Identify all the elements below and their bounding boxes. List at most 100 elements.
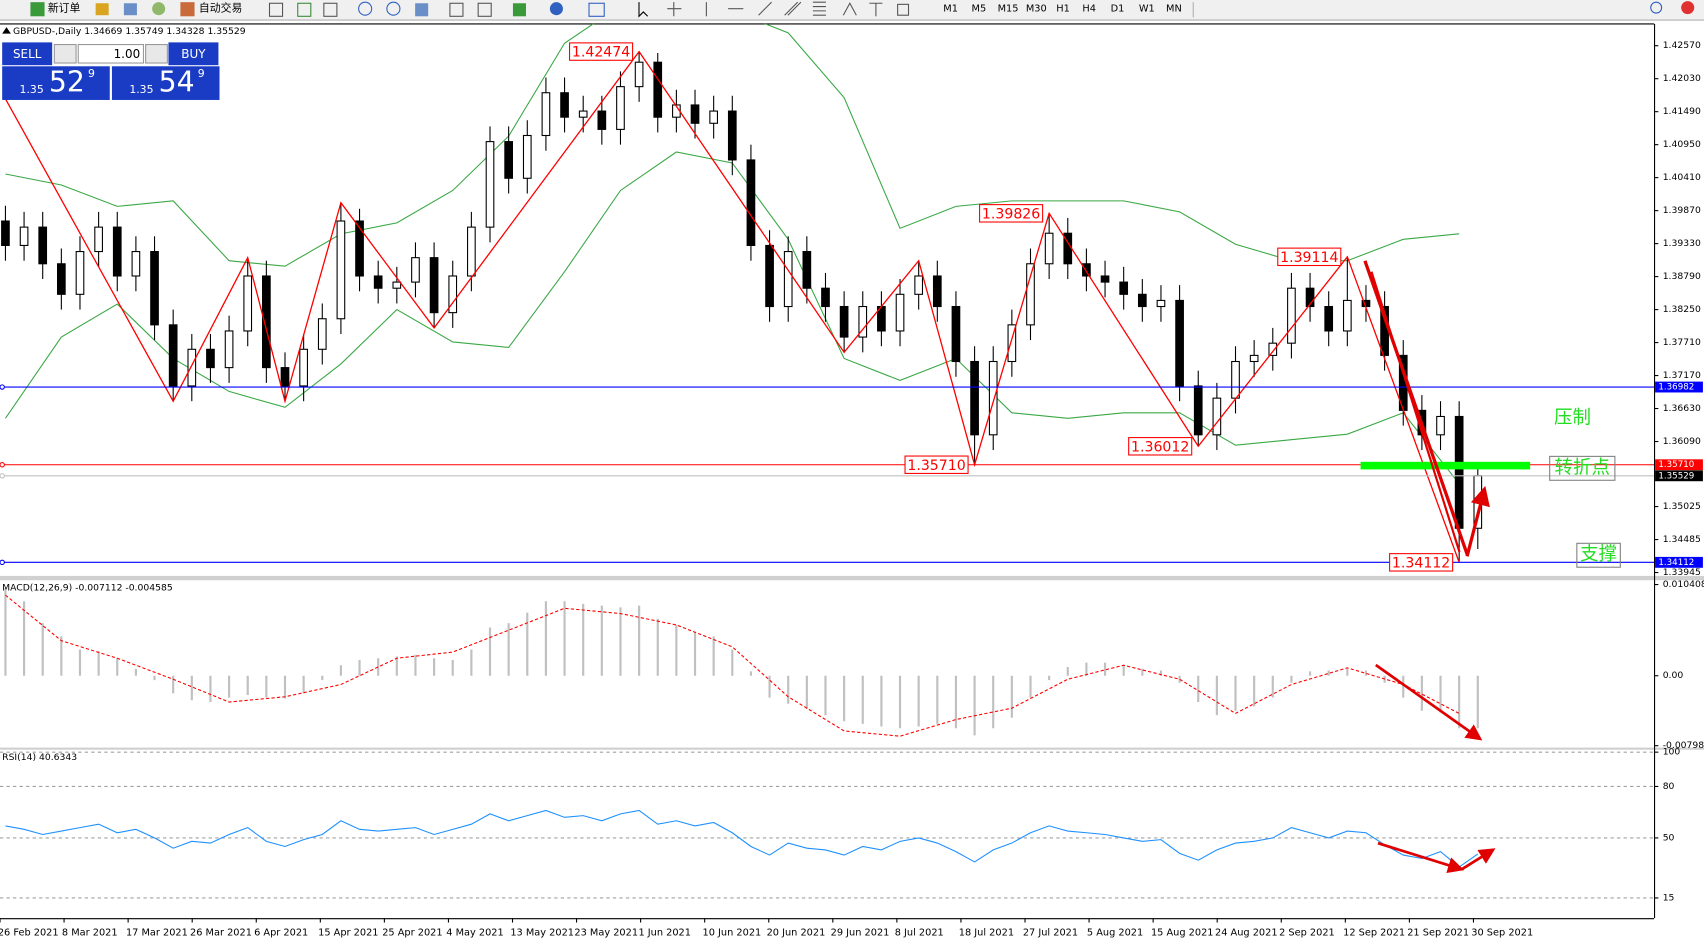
icon[interactable] [449,2,464,17]
candle-body [690,104,700,124]
level-handle [0,462,5,468]
rsi-arrow [1460,848,1496,871]
bid-point[interactable]: 9 [88,67,95,80]
rsi-arrow [1377,841,1465,874]
bid-box[interactable] [2,66,110,100]
sell-button[interactable] [2,42,53,66]
bid-pips[interactable]: 52 [49,66,85,99]
icon[interactable] [180,2,195,17]
candle-body [709,110,719,124]
trend-arrow [1363,260,1469,555]
icon[interactable] [897,3,910,16]
peak-label-box [1128,437,1193,456]
candle-body [522,134,532,179]
candle-body [1454,415,1464,529]
icon[interactable] [667,2,682,17]
collapse-triangle[interactable] [2,27,11,34]
panel-title: RSI(14) 40.6343 [2,752,77,763]
candle-body [988,360,998,436]
buy-button[interactable] [168,42,219,66]
lot-down[interactable] [53,44,77,64]
toolbar [0,0,1704,20]
candle-body [634,61,644,88]
icon[interactable] [386,1,401,16]
y-tick-label: 1.42030 [1663,73,1701,84]
candle-body [150,251,159,326]
timeframe-button[interactable]: MN [1166,4,1182,15]
x-tick-label: 30 Sep 2021 [1471,927,1533,938]
candle-body [560,92,569,118]
timeframe-button[interactable]: W1 [1139,4,1155,15]
icon[interactable] [152,2,166,16]
icon[interactable] [842,2,857,16]
icon[interactable] [869,2,883,17]
level-handle [0,384,5,390]
x-tick-label: 20 Jun 2021 [767,927,826,938]
icon[interactable] [477,2,492,17]
candle-body [131,251,141,277]
level-handle [0,473,5,479]
timeframe-button[interactable]: M1 [943,4,958,15]
timeframe-button[interactable]: H4 [1082,4,1096,15]
icon[interactable] [812,1,826,16]
lot-up[interactable] [145,44,168,64]
x-tick-label: 21 Sep 2021 [1407,927,1469,938]
ask-big[interactable]: 1.35 [129,83,153,96]
y-tick-label: 1.37170 [1663,370,1701,381]
candle-body [56,263,66,295]
timeframe-button[interactable]: H1 [1056,4,1070,15]
auto-trading-button[interactable]: 自动交易 [199,1,242,15]
ask-point[interactable]: 9 [198,67,205,80]
timeframe-button[interactable]: D1 [1111,4,1125,15]
lot-input[interactable] [77,44,144,64]
icon[interactable] [512,3,526,17]
candle-body [1044,232,1054,265]
icon[interactable] [95,3,109,16]
buy-label[interactable]: BUY [181,47,206,61]
icon[interactable] [638,2,649,18]
sell-label[interactable]: SELL [13,47,42,61]
y-tick-label: 1.40950 [1663,139,1701,150]
y-tick-label: 1.39870 [1663,205,1701,216]
lot-value[interactable]: 1.00 [114,47,141,61]
new-order-button[interactable]: 新订单 [48,1,81,15]
trend-arrow [1370,271,1461,553]
x-tick-label: 24 Aug 2021 [1215,927,1278,938]
ask-pips[interactable]: 54 [159,66,195,99]
x-tick-label: 8 Mar 2021 [62,927,118,938]
y-tick-label: 1.41490 [1663,106,1701,117]
timeframe-button[interactable]: M15 [998,4,1019,15]
peak-label: 1.39826 [982,206,1040,222]
ask-box[interactable] [111,66,220,100]
icon[interactable] [415,3,429,17]
peak-label-box [979,204,1044,223]
icon[interactable] [784,1,802,16]
icon[interactable] [30,2,45,17]
icon[interactable] [268,2,284,17]
icon[interactable] [123,3,137,16]
candle-body [19,226,29,246]
x-tick-label: 29 Jun 2021 [831,927,890,938]
rsi-line [5,809,1479,868]
icon[interactable] [549,2,563,16]
y-tick-label: 1.36090 [1663,436,1701,447]
icon[interactable] [358,1,373,16]
icon[interactable] [588,2,605,17]
panel-separator [0,575,1704,581]
y-tick-label: 1.39330 [1663,238,1701,249]
x-tick-label: 8 Jul 2021 [895,927,944,938]
icon[interactable] [297,2,312,17]
toolbar-items: 新订单 自动交易 [30,1,1695,18]
bid-big[interactable]: 1.35 [20,83,44,96]
timeframe-button[interactable]: M5 [972,4,987,15]
candle-body [317,318,327,350]
bollinger-lower [4,151,1460,485]
icon[interactable] [758,1,772,16]
icon[interactable] [323,2,338,17]
search-icon[interactable] [1650,1,1663,14]
timeframe-button[interactable]: M30 [1026,4,1047,15]
notification-icon[interactable] [1681,1,1695,15]
panel-title: MACD(12,26,9) -0.007112 -0.004585 [2,582,173,593]
